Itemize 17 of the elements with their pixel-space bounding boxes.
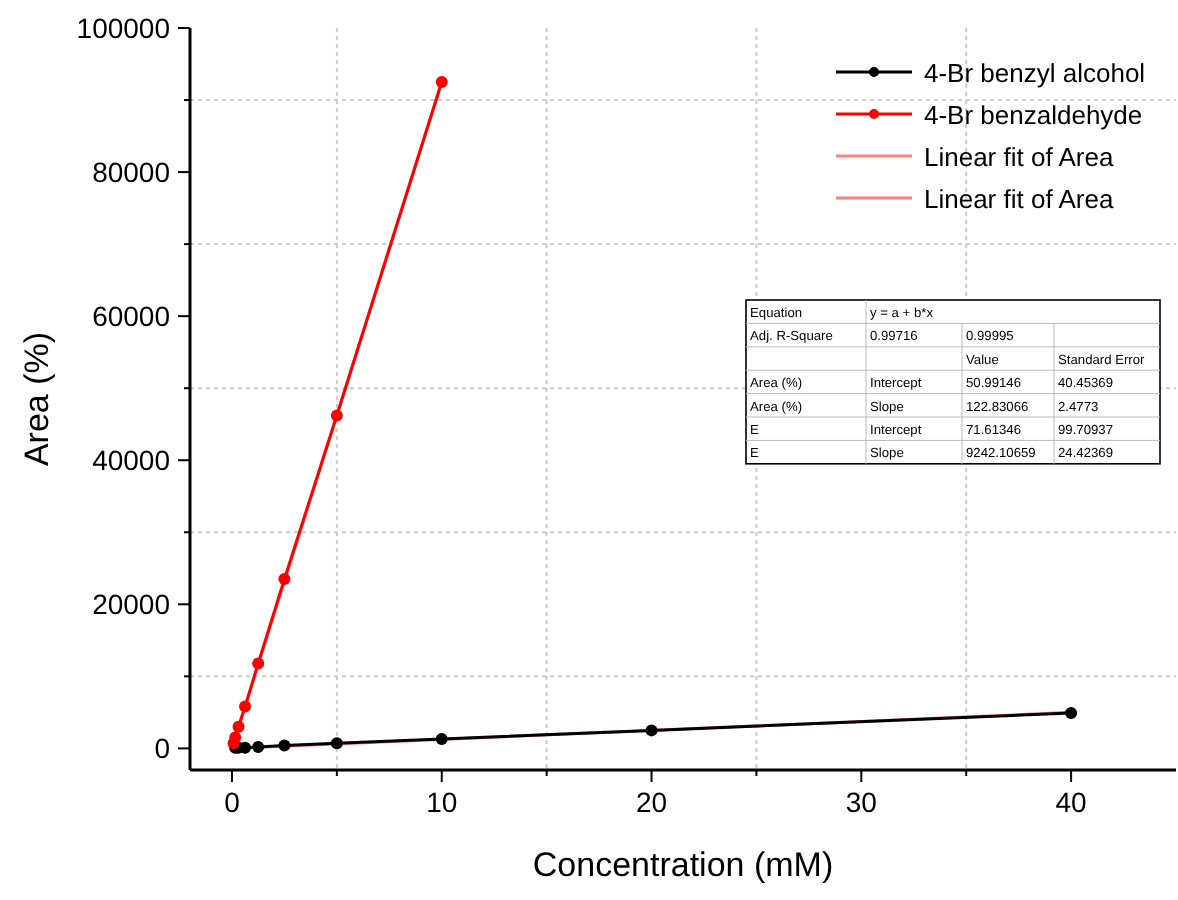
y-tick-label: 80000 xyxy=(92,156,171,189)
legend-label: 4-Br benzyl alcohol xyxy=(924,58,1146,88)
x-tick-label: 30 xyxy=(845,786,878,818)
x-tick-label: 20 xyxy=(635,786,668,818)
y-tick-label: 100000 xyxy=(76,12,171,44)
y-tick-label: 60000 xyxy=(92,300,171,333)
x-tick-label: 10 xyxy=(426,786,458,818)
y-axis-title: Area (%) xyxy=(18,331,56,467)
legend-label: 4-Br benzaldehyde xyxy=(924,100,1143,130)
legend-label: Linear fit of Area xyxy=(924,142,1115,172)
x-tick-label: 0 xyxy=(224,786,241,818)
y-tick-label: 20000 xyxy=(92,588,171,621)
y-tick-label: 40000 xyxy=(92,444,171,477)
legend-label: Linear fit of Area xyxy=(924,184,1115,214)
x-axis-title: Concentration (mM) xyxy=(532,846,834,884)
x-tick-label: 40 xyxy=(1055,786,1088,818)
y-tick-label: 0 xyxy=(154,732,171,765)
